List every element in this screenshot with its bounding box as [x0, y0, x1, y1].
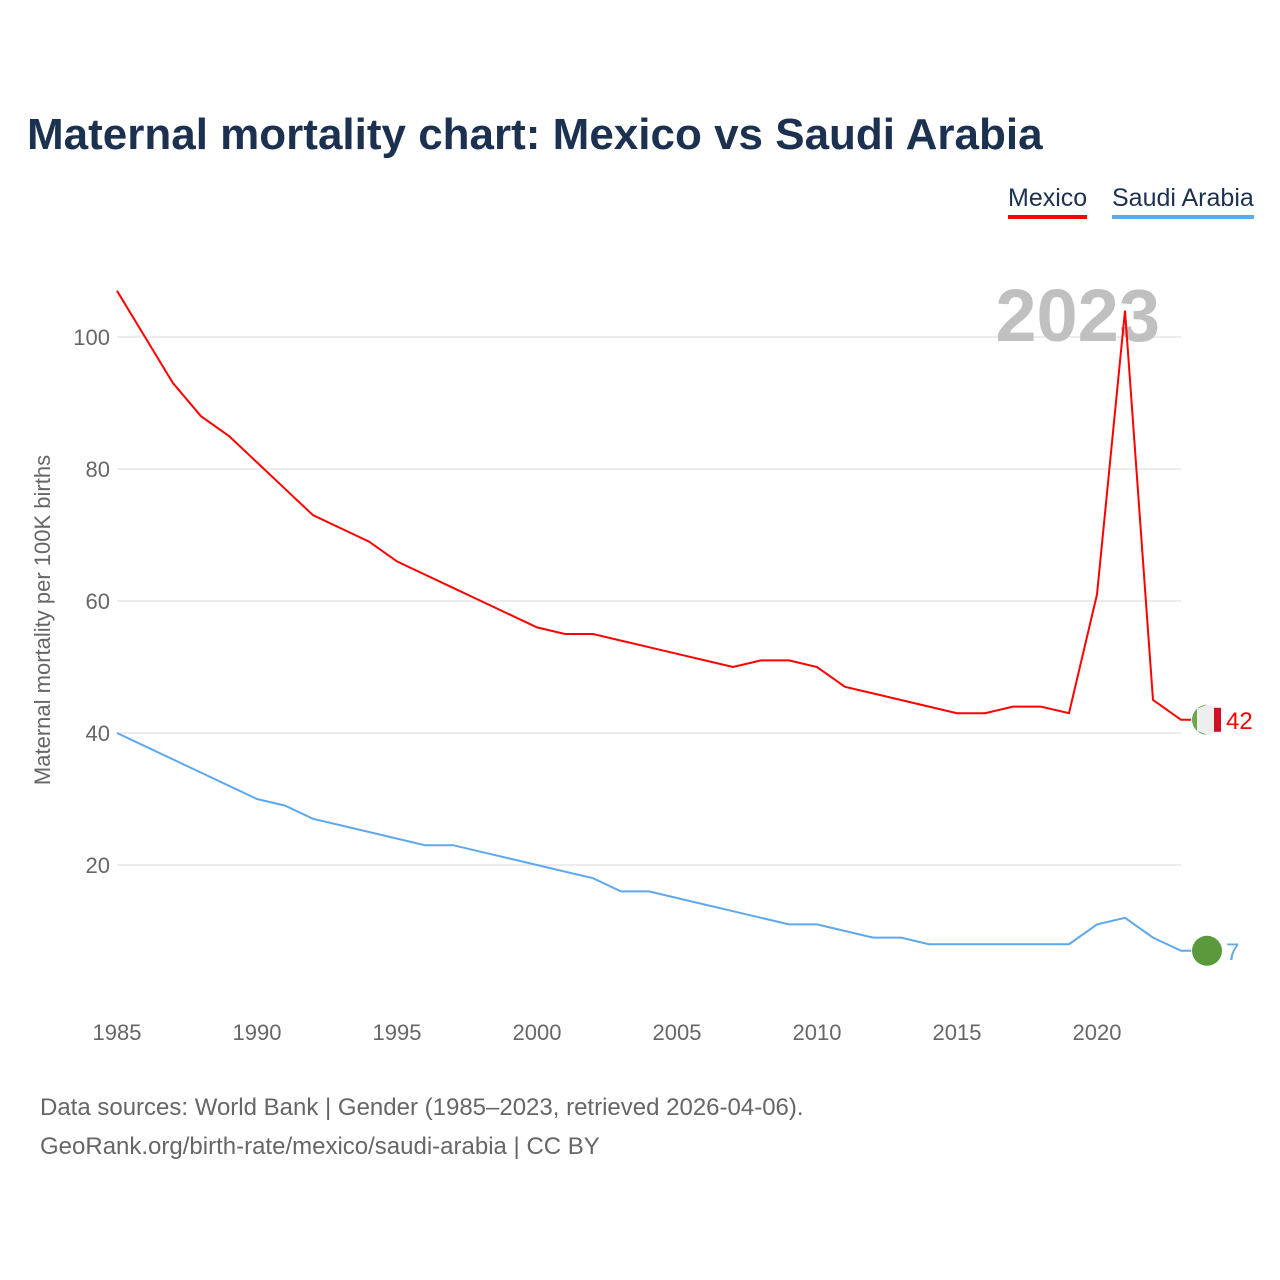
x-tick-label: 1995: [373, 1020, 422, 1045]
x-tick-label: 2010: [793, 1020, 842, 1045]
y-tick-label: 40: [86, 721, 110, 746]
saudi-arabia-flag-icon: [1192, 935, 1222, 966]
x-tick-label: 2015: [933, 1020, 982, 1045]
legend-saudi-arabia[interactable]: Saudi Arabia: [1112, 184, 1254, 219]
x-tick-label: 2020: [1073, 1020, 1122, 1045]
y-tick-label: 80: [86, 457, 110, 482]
x-tick-label: 2005: [653, 1020, 702, 1045]
y-tick-label: 60: [86, 589, 110, 614]
source-note: Data sources: World Bank | Gender (1985–…: [40, 1088, 804, 1166]
y-tick-label: 20: [86, 853, 110, 878]
source-line-1: Data sources: World Bank | Gender (1985–…: [40, 1094, 804, 1121]
source-line-2[interactable]: GeoRank.org/birth-rate/mexico/saudi-arab…: [40, 1133, 600, 1160]
end-value-label: 7: [1226, 939, 1239, 966]
x-tick-label: 1985: [93, 1020, 142, 1045]
flag-stripe: [1214, 707, 1221, 732]
year-label: 2023: [995, 274, 1160, 357]
x-tick-label: 1990: [233, 1020, 282, 1045]
x-tick-label: 2000: [513, 1020, 562, 1045]
flag-stripe: [1192, 704, 1207, 735]
chart-title: Maternal mortality chart: Mexico vs Saud…: [27, 110, 1043, 159]
end-value-label: 42: [1226, 708, 1253, 735]
series-line-0: [116, 290, 1191, 721]
y-tick-label: 100: [73, 325, 110, 350]
series-line-1: [116, 732, 1191, 952]
y-axis-label: Maternal mortality per 100K births: [30, 455, 55, 785]
legend-mexico[interactable]: Mexico: [1008, 184, 1088, 219]
